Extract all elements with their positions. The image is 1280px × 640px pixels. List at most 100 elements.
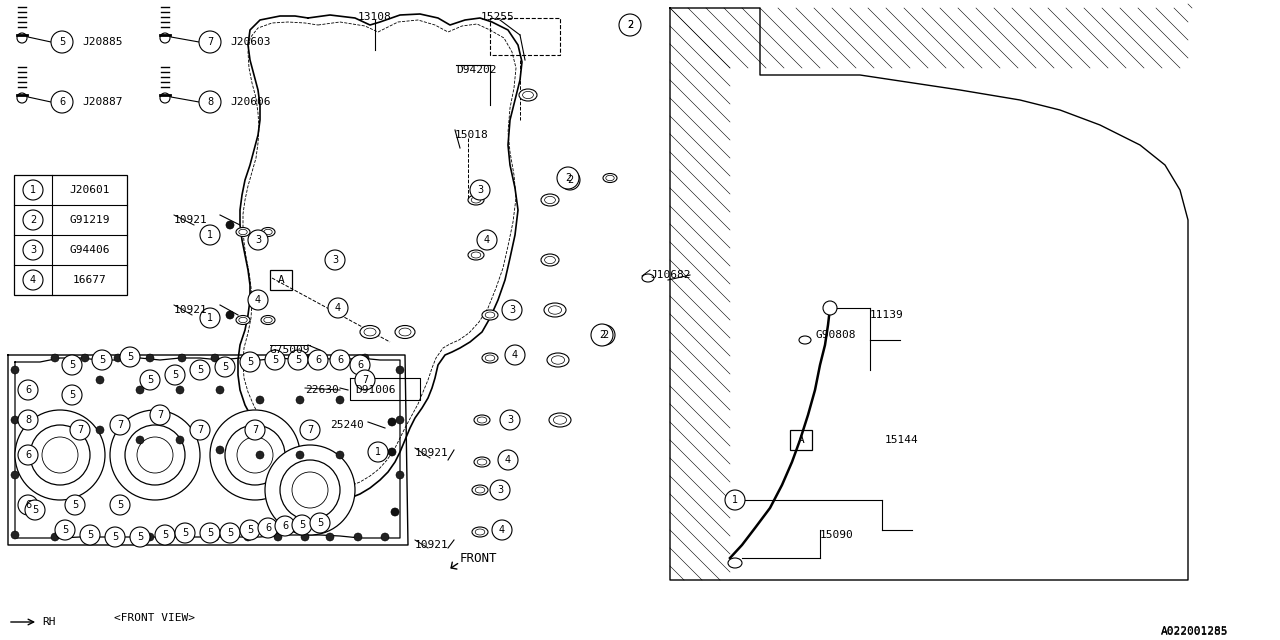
Circle shape [561,170,580,190]
Circle shape [215,357,236,377]
Text: A: A [278,275,284,285]
Text: 1: 1 [207,230,212,240]
Circle shape [105,527,125,547]
Text: 3: 3 [255,235,261,245]
Circle shape [259,518,278,538]
Circle shape [146,533,154,541]
Circle shape [225,425,285,485]
Circle shape [12,471,19,479]
Circle shape [189,360,210,380]
Text: 7: 7 [362,375,369,385]
Circle shape [470,180,490,200]
Text: 4: 4 [504,455,511,465]
Circle shape [256,396,264,404]
Ellipse shape [474,457,490,467]
Circle shape [256,451,264,459]
Circle shape [388,448,396,456]
Circle shape [248,230,268,250]
Text: 1: 1 [207,313,212,323]
Text: 5: 5 [111,532,118,542]
Bar [14,175,127,295]
Text: 5: 5 [247,357,253,367]
Circle shape [55,520,76,540]
Text: 15018: 15018 [454,130,489,140]
Ellipse shape [799,336,812,344]
Circle shape [114,354,122,362]
Text: 3: 3 [477,185,483,195]
Circle shape [369,442,388,462]
Text: 2: 2 [627,20,634,30]
Text: 16677: 16677 [73,275,106,285]
Ellipse shape [549,413,571,427]
Circle shape [477,230,497,250]
Text: 5: 5 [72,500,78,510]
Circle shape [70,420,90,440]
Circle shape [51,354,59,362]
Text: 6: 6 [265,523,271,533]
Circle shape [335,451,344,459]
Circle shape [23,240,44,260]
Circle shape [334,354,342,362]
Circle shape [330,350,349,370]
Circle shape [198,91,221,113]
Circle shape [306,354,314,362]
Ellipse shape [468,250,484,260]
Text: 7: 7 [77,425,83,435]
Text: 5: 5 [172,370,178,380]
Text: G94406: G94406 [69,245,110,255]
Circle shape [51,31,73,53]
Circle shape [12,366,19,374]
Text: 4: 4 [499,525,506,535]
Circle shape [388,418,396,426]
Text: 4: 4 [335,303,340,313]
Circle shape [280,460,340,520]
Circle shape [326,533,334,541]
Text: 4: 4 [512,350,518,360]
Text: 3: 3 [509,305,515,315]
Text: 8: 8 [24,415,31,425]
Text: 6: 6 [24,450,31,460]
Text: J20887: J20887 [82,97,123,107]
Text: 7: 7 [116,420,123,430]
Circle shape [165,365,186,385]
Circle shape [150,405,170,425]
Circle shape [155,525,175,545]
Text: J10682: J10682 [650,270,690,280]
Ellipse shape [474,415,490,425]
Circle shape [328,298,348,318]
Text: G90808: G90808 [815,330,855,340]
Text: G91219: G91219 [69,215,110,225]
Circle shape [198,31,221,53]
Circle shape [23,270,44,290]
Ellipse shape [236,316,250,324]
Circle shape [241,352,260,372]
Circle shape [349,355,370,375]
Text: 5: 5 [69,360,76,370]
Ellipse shape [547,353,570,367]
Text: 5: 5 [227,528,233,538]
Text: 5: 5 [271,355,278,365]
Circle shape [110,415,131,435]
Text: 6: 6 [315,355,321,365]
Circle shape [265,445,355,535]
Circle shape [61,355,82,375]
Text: 5: 5 [161,530,168,540]
Circle shape [227,221,234,229]
Text: 7: 7 [197,425,204,435]
Circle shape [502,300,522,320]
Text: 15255: 15255 [481,12,515,22]
Bar [270,270,292,290]
Circle shape [244,420,265,440]
Text: 5: 5 [59,37,65,47]
Circle shape [396,471,404,479]
Circle shape [189,420,210,440]
Circle shape [557,167,579,189]
Text: 6: 6 [59,97,65,107]
Text: 22630: 22630 [305,385,339,395]
Circle shape [288,350,308,370]
Circle shape [114,533,122,541]
Text: G75009: G75009 [270,345,311,355]
Circle shape [361,354,369,362]
Ellipse shape [472,485,488,495]
Ellipse shape [396,326,415,339]
